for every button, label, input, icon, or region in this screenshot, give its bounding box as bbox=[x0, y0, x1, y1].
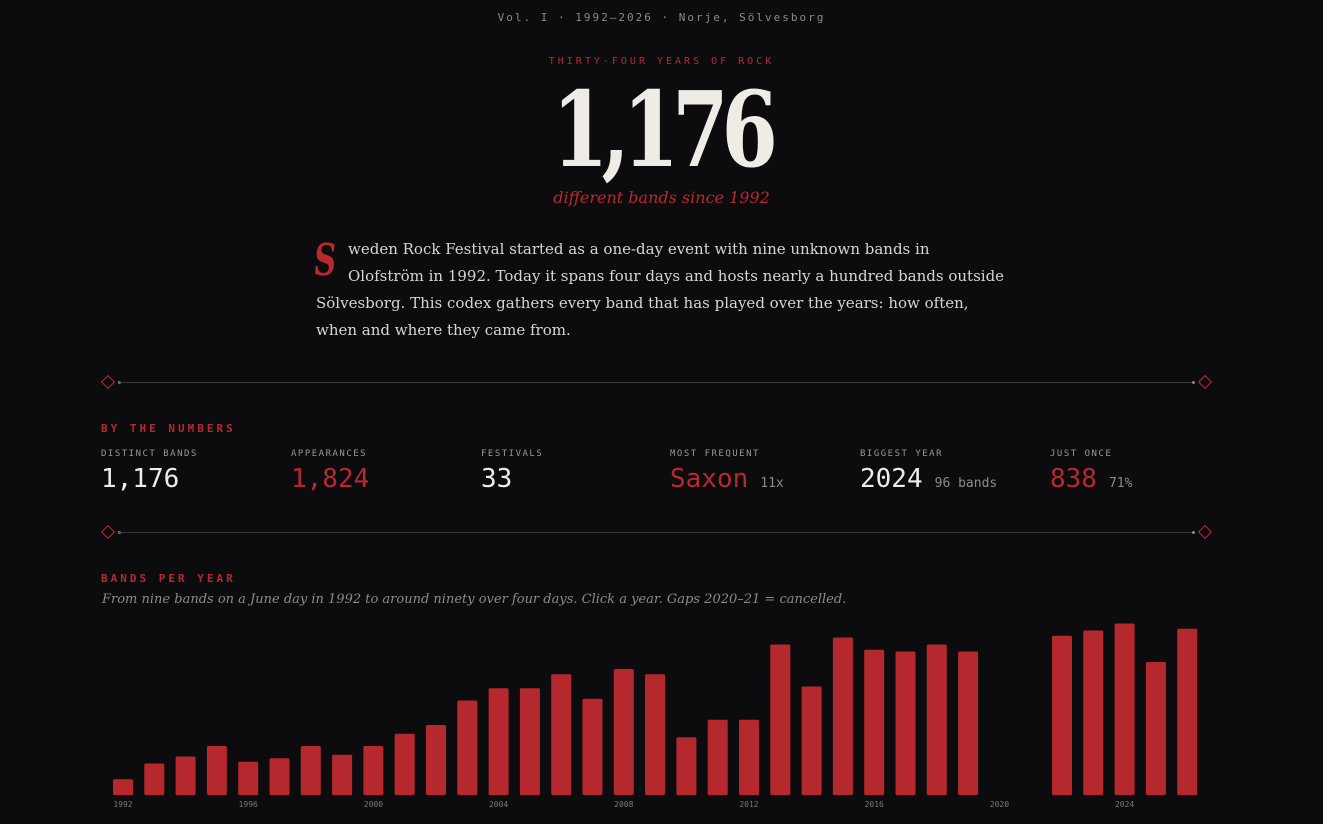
bands-per-year-chart: 1992 1996 2000 2004 2008 2012 2016 2020 2024 bbox=[113, 623, 1198, 809]
bar-2009[interactable] bbox=[645, 674, 666, 795]
bar-1992[interactable] bbox=[113, 779, 133, 796]
x-tick-label: 1992 bbox=[113, 800, 132, 809]
bar-2012[interactable] bbox=[739, 719, 759, 796]
drop-cap: S bbox=[311, 235, 339, 286]
stat-appearances: APPEARANCES 1,824 bbox=[291, 449, 369, 494]
stat-label: JUST ONCE bbox=[1050, 449, 1113, 459]
divider bbox=[100, 374, 1213, 390]
bar-2010[interactable] bbox=[676, 737, 697, 796]
diamond-ornament-icon bbox=[100, 374, 116, 390]
bar-2017[interactable] bbox=[895, 651, 916, 796]
bar-2000[interactable] bbox=[363, 746, 384, 795]
stat-label: MOST FREQUENT bbox=[670, 449, 760, 459]
edition-line: Vol. I · 1992–2026 · Norje, Sölvesborg bbox=[497, 11, 826, 24]
bar-2006[interactable] bbox=[551, 674, 572, 795]
bar-1993[interactable] bbox=[144, 763, 165, 796]
bar-2004[interactable] bbox=[488, 688, 509, 796]
bar-2011[interactable] bbox=[707, 719, 728, 796]
bar-2002[interactable] bbox=[426, 725, 446, 795]
bar-2025[interactable] bbox=[1145, 662, 1166, 795]
stat-value: 2024 bbox=[860, 464, 923, 494]
x-tick-label: 2000 bbox=[364, 800, 383, 809]
kicker: THIRTY-FOUR YEARS OF ROCK bbox=[548, 56, 775, 67]
bar-2016[interactable] bbox=[864, 649, 885, 796]
stat-extra: 11x bbox=[760, 476, 784, 491]
chart-subtitle: From nine bands on a June day in 1992 to… bbox=[102, 592, 847, 607]
stat-value: 33 bbox=[481, 464, 513, 494]
bar-2003[interactable] bbox=[457, 700, 478, 796]
dot-ornament-icon bbox=[1192, 531, 1195, 534]
bar-2014[interactable] bbox=[801, 686, 822, 796]
bar-1995[interactable] bbox=[206, 746, 227, 795]
stat-value: 1,176 bbox=[101, 464, 180, 494]
stat-extra: 96 bands bbox=[934, 476, 998, 491]
diamond-ornament-icon bbox=[1197, 374, 1213, 390]
intro-text: weden Rock Festival started as a one-day… bbox=[316, 240, 1005, 339]
dot-ornament-icon bbox=[1192, 381, 1195, 384]
bar-2022[interactable] bbox=[1052, 635, 1072, 796]
stat-value: Saxon bbox=[670, 464, 749, 494]
x-tick-label: 2016 bbox=[865, 800, 884, 809]
bar-1996[interactable] bbox=[238, 761, 259, 796]
bar-1994[interactable] bbox=[175, 756, 196, 796]
bar-2024[interactable] bbox=[1114, 623, 1135, 796]
stat-label: APPEARANCES bbox=[291, 449, 368, 459]
x-tick-label: 2024 bbox=[1115, 800, 1134, 809]
band-count-headline: 1,176 bbox=[552, 68, 778, 191]
bar-1998[interactable] bbox=[300, 746, 321, 795]
bar-2008[interactable] bbox=[613, 669, 634, 795]
bar-2018[interactable] bbox=[926, 644, 947, 796]
bar-2013[interactable] bbox=[770, 644, 791, 796]
stat-just-once: JUST ONCE 838 71% bbox=[1050, 449, 1132, 494]
x-tick-label: 1996 bbox=[239, 800, 258, 809]
stat-distinct-bands: DISTINCT BANDS 1,176 bbox=[101, 449, 198, 494]
bar-2007[interactable] bbox=[582, 698, 603, 795]
bar-2019[interactable] bbox=[958, 651, 979, 796]
stat-value: 838 bbox=[1050, 464, 1097, 494]
stat-extra: 71% bbox=[1108, 476, 1133, 491]
stat-value: 1,824 bbox=[291, 464, 370, 494]
diamond-ornament-icon bbox=[1197, 524, 1213, 540]
stat-label: BIGGEST YEAR bbox=[860, 449, 944, 459]
section-title-numbers: BY THE NUMBERS bbox=[101, 422, 236, 435]
stat-festivals: FESTIVALS 33 bbox=[481, 449, 543, 494]
bar-2005[interactable] bbox=[519, 688, 540, 796]
stat-biggest-year: BIGGEST YEAR 2024 96 bands bbox=[860, 449, 997, 494]
bar-1999[interactable] bbox=[332, 754, 353, 796]
bar-2001[interactable] bbox=[394, 733, 415, 795]
stat-label: FESTIVALS bbox=[481, 449, 544, 459]
x-tick-label: 2012 bbox=[739, 800, 758, 809]
stat-label: DISTINCT BANDS bbox=[101, 449, 198, 459]
bar-2015[interactable] bbox=[832, 637, 853, 796]
stat-most-frequent: MOST FREQUENT Saxon 11x bbox=[670, 449, 784, 494]
headline-subtitle: different bands since 1992 bbox=[553, 188, 770, 207]
diamond-ornament-icon bbox=[100, 524, 116, 540]
x-tick-label: 2008 bbox=[614, 800, 633, 809]
bar-2023[interactable] bbox=[1083, 630, 1104, 796]
x-tick-label: 2020 bbox=[990, 800, 1009, 809]
x-tick-label: 2004 bbox=[489, 800, 508, 809]
bar-1997[interactable] bbox=[269, 758, 290, 796]
divider bbox=[100, 524, 1213, 540]
bar-2026[interactable] bbox=[1177, 628, 1198, 796]
section-title-bands-per-year: BANDS PER YEAR bbox=[101, 572, 236, 585]
